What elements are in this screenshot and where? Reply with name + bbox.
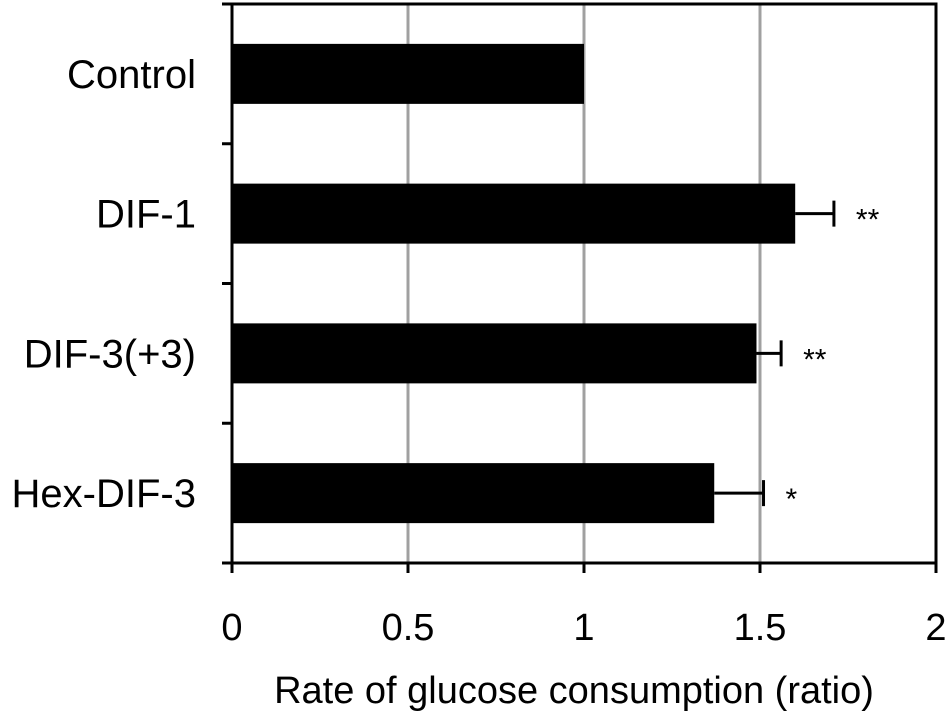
bars (232, 43, 796, 524)
x-axis-title: Rate of glucose consumption (ratio) (274, 670, 874, 712)
bar-0 (232, 43, 584, 104)
x-tick-label-2: 1 (573, 607, 594, 649)
error-bars (714, 200, 836, 507)
significance-label-1: ** (856, 204, 880, 237)
x-tick-label-3: 1.5 (734, 607, 787, 649)
x-tick-label-1: 0.5 (382, 607, 435, 649)
x-tick-label-0: 0 (221, 607, 242, 649)
x-tick-label-4: 2 (925, 607, 946, 649)
labels: 0 0.5 1 1.5 2 Control DIF-1 ** DIF-3(+3) ** Hex-DI… (12, 53, 947, 649)
category-label-1: DIF-1 (96, 193, 196, 237)
bar-3 (232, 463, 715, 524)
bar-2 (232, 323, 757, 384)
significance-label-2: ** (803, 343, 827, 376)
category-label-0: Control (67, 53, 196, 97)
category-label-3: Hex-DIF-3 (12, 472, 196, 516)
significance-label-3: * (786, 483, 798, 516)
category-label-2: DIF-3(+3) (24, 332, 196, 376)
bar-1 (232, 183, 796, 244)
axes (222, 2, 938, 573)
